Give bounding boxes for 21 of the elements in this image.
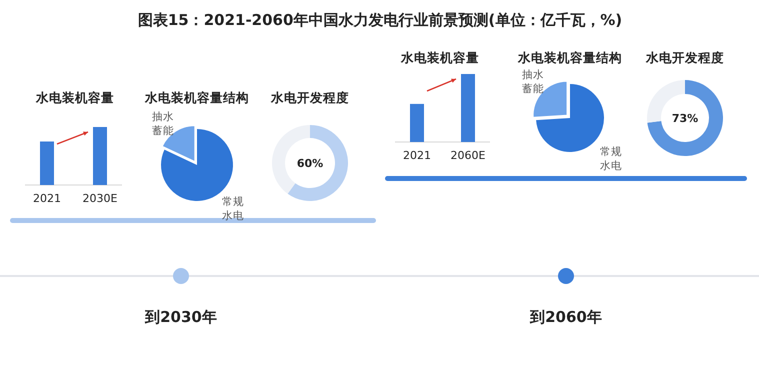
text: 到2060年 — [529, 308, 602, 326]
donut-slice — [647, 80, 723, 156]
chart-title: 水电开发程度 — [270, 90, 349, 105]
x-tick-label: 2060E — [450, 149, 486, 162]
chart-title: 水电装机容量 — [35, 90, 114, 105]
text: 到2030年 — [144, 308, 217, 326]
data-label: 73% — [672, 112, 698, 125]
slice-label: 常规水电 — [600, 145, 622, 172]
donut-slice — [288, 125, 348, 201]
slice-label: 抽水蓄能 — [152, 110, 174, 137]
x-tick-label: 2021 — [33, 192, 61, 205]
chart-title: 水电装机容量结构 — [144, 90, 249, 105]
x-tick-label: 2021 — [403, 149, 431, 162]
chart-title: 水电开发程度 — [645, 50, 724, 65]
chart-title: 水电装机容量结构 — [517, 50, 622, 65]
text: 图表15：2021-2060年中国水力发电行业前景预测(单位：亿千瓦，%) — [138, 11, 622, 29]
chart-title: 水电装机容量 — [400, 50, 479, 65]
slice-label: 抽水蓄能 — [522, 68, 544, 95]
slice-label: 常规水电 — [222, 195, 244, 222]
data-label: 60% — [296, 157, 324, 170]
x-tick-label: 2030E — [82, 192, 118, 205]
